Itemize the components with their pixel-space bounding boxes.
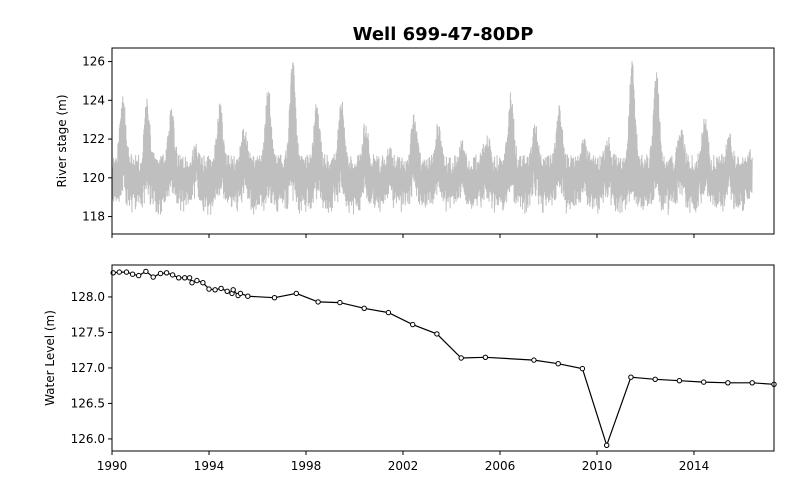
water-level-data-point bbox=[200, 280, 206, 286]
river-stage-x-ticks bbox=[111, 234, 695, 238]
water-level-data-point bbox=[531, 357, 537, 363]
water-level-data-point bbox=[749, 380, 755, 386]
water-level-y-ticks: 126.0 126.5 127.0 127.5 128.0 bbox=[71, 290, 112, 446]
water-level-data-point bbox=[129, 271, 136, 277]
water-level-y-tick-label: 128.0 bbox=[71, 290, 105, 304]
x-tick-label-year: 1998 bbox=[291, 459, 322, 473]
water-level-data-point bbox=[652, 376, 658, 382]
water-level-panel: 126.0 126.5 127.0 127.5 128.0 1990 1994 1998 20… bbox=[43, 264, 777, 473]
water-level-data-point bbox=[186, 275, 193, 281]
water-level-frame bbox=[111, 264, 775, 452]
water-level-y-tick-label: 126.5 bbox=[71, 396, 105, 410]
water-level-data-point bbox=[206, 286, 212, 292]
water-level-data-point bbox=[218, 285, 224, 292]
water-level-data-point bbox=[245, 293, 251, 299]
river-stage-plot-area bbox=[111, 61, 753, 215]
river-stage-y-tick-label: 126 bbox=[82, 55, 105, 69]
river-stage-frame bbox=[111, 47, 775, 235]
water-level-data-point bbox=[169, 272, 176, 278]
water-level-data-point bbox=[410, 321, 416, 328]
x-tick-label-year: 2006 bbox=[485, 459, 516, 473]
river-stage-y-tick-label: 122 bbox=[82, 132, 105, 146]
water-level-plot-area bbox=[110, 268, 777, 448]
water-level-data-point bbox=[458, 355, 464, 361]
water-level-y-tick-label: 127.0 bbox=[71, 361, 105, 375]
river-stage-y-ticks: 118 120 122 124 126 bbox=[82, 55, 112, 224]
river-stage-y-axis-label: River stage (m) bbox=[55, 94, 69, 187]
river-stage-y-tick-label: 118 bbox=[82, 210, 105, 224]
water-level-data-point bbox=[676, 378, 683, 384]
water-level-data-point bbox=[163, 270, 170, 276]
chart-title: Well 699-47-80DP bbox=[353, 24, 534, 45]
water-level-data-point bbox=[361, 305, 367, 311]
water-level-data-point bbox=[271, 295, 278, 301]
water-level-data-point bbox=[194, 277, 200, 284]
water-level-data-point bbox=[123, 269, 130, 275]
river-stage-series-line bbox=[111, 61, 753, 215]
water-level-data-point bbox=[604, 442, 610, 448]
water-level-data-point bbox=[224, 288, 230, 294]
x-tick-label-year: 1990 bbox=[97, 459, 128, 473]
water-level-data-point bbox=[385, 309, 392, 316]
water-level-data-point bbox=[579, 365, 586, 372]
water-level-y-tick-label: 126.0 bbox=[71, 432, 105, 446]
water-level-y-tick-label: 127.5 bbox=[71, 325, 105, 339]
water-level-data-point bbox=[150, 274, 156, 280]
water-level-series-line bbox=[113, 270, 775, 448]
water-level-data-point bbox=[434, 331, 440, 337]
water-level-data-point bbox=[628, 374, 634, 380]
x-tick-label-year: 2002 bbox=[388, 459, 419, 473]
water-level-data-point bbox=[237, 290, 244, 297]
water-level-data-point bbox=[701, 379, 707, 385]
water-level-data-point bbox=[116, 269, 123, 275]
water-level-data-point bbox=[176, 275, 182, 281]
water-level-y-axis-label: Water Level (m) bbox=[43, 310, 57, 406]
water-level-data-point bbox=[315, 299, 321, 305]
water-level-data-point bbox=[337, 299, 343, 306]
water-level-data-point bbox=[136, 272, 142, 279]
water-level-data-point bbox=[725, 380, 731, 386]
water-level-data-point bbox=[182, 275, 188, 281]
river-stage-y-tick-label: 124 bbox=[82, 93, 105, 107]
river-stage-panel: 118 120 122 124 126 River stage (m) bbox=[55, 47, 775, 238]
x-tick-label-year: 2010 bbox=[582, 459, 613, 473]
water-level-data-point bbox=[555, 361, 561, 367]
water-level-x-ticks: 1990 1994 1998 2002 2006 2010 2014 bbox=[97, 451, 710, 473]
x-tick-label-year: 1994 bbox=[194, 459, 225, 473]
river-stage-y-tick-label: 120 bbox=[82, 171, 105, 185]
water-level-data-point bbox=[482, 354, 489, 360]
water-level-data-point bbox=[293, 290, 299, 297]
water-level-data-point bbox=[189, 280, 195, 286]
water-level-data-point bbox=[157, 270, 164, 277]
water-level-data-point bbox=[143, 268, 149, 275]
x-tick-label-year: 2014 bbox=[679, 459, 710, 473]
water-level-data-point bbox=[230, 287, 236, 293]
water-level-data-point bbox=[212, 287, 218, 293]
